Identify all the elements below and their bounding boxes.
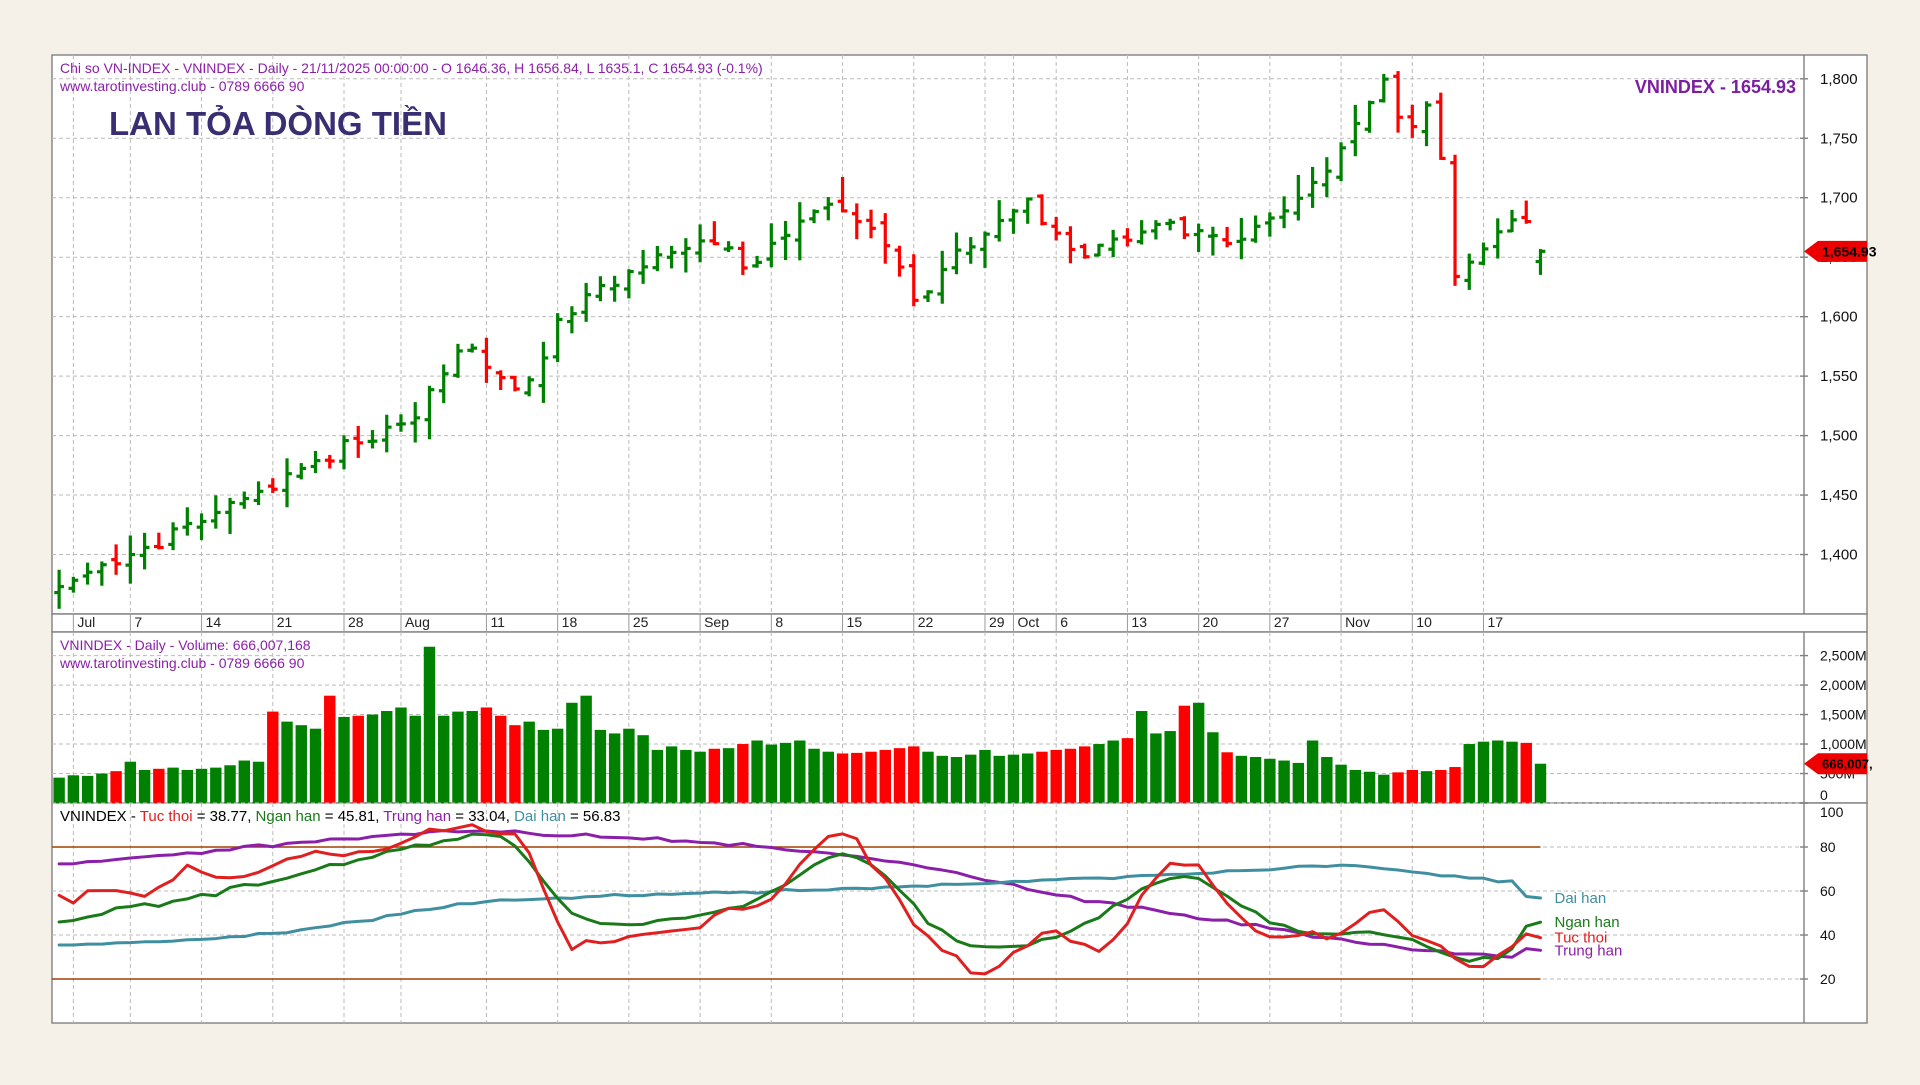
svg-text:Nov: Nov: [1345, 614, 1370, 630]
svg-text:60: 60: [1820, 883, 1836, 899]
svg-text:1,550: 1,550: [1820, 368, 1858, 385]
svg-text:15: 15: [847, 614, 863, 630]
svg-text:10: 10: [1416, 614, 1432, 630]
svg-text:Chi so VN-INDEX - VNINDEX - Da: Chi so VN-INDEX - VNINDEX - Daily - 21/1…: [60, 60, 763, 76]
svg-text:29: 29: [989, 614, 1005, 630]
svg-text:25: 25: [633, 614, 649, 630]
svg-text:VNINDEX - Daily - Volume: 666,: VNINDEX - Daily - Volume: 666,007,168: [60, 637, 311, 653]
svg-text:14: 14: [206, 614, 222, 630]
svg-text:27: 27: [1274, 614, 1290, 630]
svg-text:80: 80: [1820, 839, 1836, 855]
svg-text:Jul: Jul: [77, 614, 95, 630]
svg-text:40: 40: [1820, 927, 1836, 943]
svg-text:1,400: 1,400: [1820, 547, 1858, 564]
svg-text:1,750: 1,750: [1820, 130, 1858, 147]
svg-text:2,500M: 2,500M: [1820, 648, 1867, 664]
svg-text:1,654.93: 1,654.93: [1822, 243, 1877, 259]
svg-text:11: 11: [490, 614, 505, 630]
svg-text:7: 7: [134, 614, 142, 630]
svg-text:22: 22: [918, 614, 934, 630]
svg-text:1,450: 1,450: [1820, 487, 1858, 504]
svg-text:2,000M: 2,000M: [1820, 677, 1867, 693]
svg-text:28: 28: [348, 614, 364, 630]
svg-text:17: 17: [1488, 614, 1504, 630]
svg-text:1,000M: 1,000M: [1820, 736, 1867, 752]
svg-text:18: 18: [562, 614, 578, 630]
svg-text:20: 20: [1203, 614, 1219, 630]
svg-text:1,600: 1,600: [1820, 309, 1858, 326]
svg-text:20: 20: [1820, 971, 1836, 987]
svg-text:13: 13: [1131, 614, 1147, 630]
svg-text:0: 0: [1820, 787, 1828, 803]
svg-text:Sep: Sep: [704, 614, 729, 630]
svg-text:1,500M: 1,500M: [1820, 707, 1867, 723]
svg-text:Dai han: Dai han: [1554, 890, 1606, 907]
svg-text:666,007,: 666,007,: [1822, 757, 1873, 772]
svg-text:1,700: 1,700: [1820, 190, 1858, 207]
svg-text:www.tarotinvesting.club - 0789: www.tarotinvesting.club - 0789 6666 90: [59, 78, 305, 94]
svg-text:8: 8: [775, 614, 783, 630]
svg-text:LAN TỎA DÒNG TIỀN: LAN TỎA DÒNG TIỀN: [109, 105, 447, 142]
svg-text:100: 100: [1820, 804, 1844, 820]
svg-text:VNINDEX - Tuc thoi = 38.77, Ng: VNINDEX - Tuc thoi = 38.77, Ngan han = 4…: [60, 808, 620, 825]
svg-text:21: 21: [277, 614, 293, 630]
svg-text:Trung han: Trung han: [1554, 942, 1622, 959]
svg-text:Aug: Aug: [405, 614, 430, 630]
svg-text:1,500: 1,500: [1820, 428, 1858, 445]
svg-text:www.tarotinvesting.club - 0789: www.tarotinvesting.club - 0789 6666 90: [59, 655, 305, 671]
svg-text:6: 6: [1060, 614, 1068, 630]
svg-text:VNINDEX - 1654.93: VNINDEX - 1654.93: [1635, 77, 1796, 97]
svg-text:Oct: Oct: [1017, 614, 1039, 630]
svg-text:1,800: 1,800: [1820, 71, 1858, 88]
svg-text:Ngan han: Ngan han: [1554, 914, 1619, 931]
